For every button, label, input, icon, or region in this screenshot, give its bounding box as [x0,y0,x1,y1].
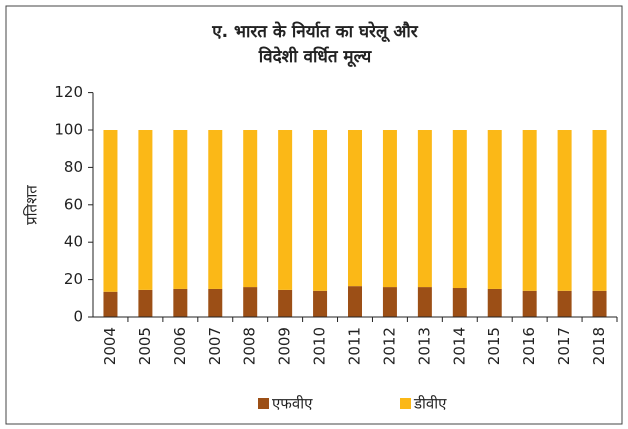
legend-swatch [400,398,411,409]
bar-segment [592,290,607,317]
bar-segment [417,130,432,288]
bar-segment [173,130,188,289]
bar-segment [348,286,362,317]
y-tick-label: 0 [73,308,83,326]
x-tick-label: 2008 [241,327,259,365]
bar-segment [278,289,293,317]
x-tick-label: 2010 [311,327,329,365]
bar-segment [313,290,328,317]
bar-segment [208,288,223,317]
bar-segment [348,130,362,287]
legend-swatch [258,398,269,409]
bar-segment [208,130,223,289]
chart-title: विदेशी वर्धित मूल्य [258,46,373,68]
legend-label: डीवीए [413,395,447,413]
bar-segment [103,130,118,292]
x-tick-label: 2007 [206,327,224,365]
bar-segment [382,130,397,288]
x-tick-label: 2017 [555,327,573,365]
bar-segment [417,287,432,317]
bar-segment [313,130,328,291]
x-tick-label: 2016 [520,327,538,365]
x-tick-label: 2005 [136,327,154,365]
y-tick-label: 60 [64,195,83,213]
bar-segment [103,291,118,317]
y-tick-label: 100 [54,121,83,139]
x-tick-label: 2012 [380,327,398,365]
x-tick-label: 2018 [590,327,608,365]
bar-segment [138,289,153,317]
chart-title: ए. भारत के निर्यात का घरेलू और [211,21,419,43]
y-tick-label: 120 [54,83,83,101]
bar-segment [243,130,258,288]
bar-segment [557,290,572,317]
bar-segment [452,288,467,317]
y-tick-label: 40 [64,233,83,251]
x-tick-label: 2015 [485,327,503,365]
bar-segment [382,287,397,317]
frame [5,5,623,425]
bar-segment [173,288,188,317]
x-tick-label: 2009 [276,327,294,365]
x-tick-label: 2006 [171,327,189,365]
x-tick-label: 2013 [415,327,433,365]
y-axis-label: प्रतिशत [23,185,41,225]
bar-segment [487,130,502,289]
bar-segment [557,130,572,291]
bar-segment [278,130,293,290]
x-tick-label: 2014 [450,327,468,365]
x-tick-label: 2004 [101,327,119,365]
bar-segment [138,130,153,290]
bar-segment [522,290,537,317]
bar-segment [487,288,502,317]
y-tick-label: 80 [64,158,83,176]
legend-label: एफवीए [272,395,313,413]
bar-segment [522,130,537,291]
x-tick-label: 2011 [346,327,364,365]
bar-segment [452,130,467,289]
y-tick-label: 20 [64,270,83,288]
bar-segment [243,287,258,317]
bar-segment [592,130,607,291]
